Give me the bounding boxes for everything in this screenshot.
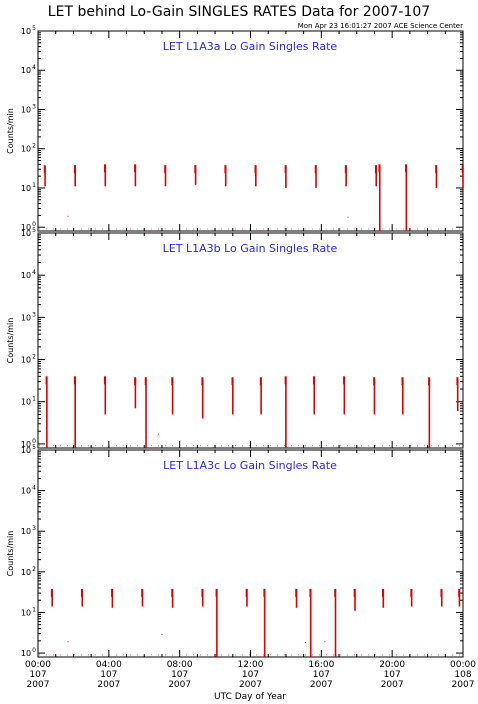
y-axis-label: Counts/min xyxy=(6,318,15,364)
x-tick-label-time: 00:00 xyxy=(25,660,51,670)
y-tick-label: 10 xyxy=(21,313,31,322)
y-tick-label: 10 xyxy=(21,229,31,238)
y-tick-exponent: 5 xyxy=(32,444,36,451)
panel-title: LET L1A3a Lo Gain Singles Rate xyxy=(163,40,338,53)
data-point xyxy=(304,642,306,644)
x-tick-label-time: 08:00 xyxy=(167,660,193,670)
x-tick-label-day: 107 xyxy=(29,670,46,680)
y-tick-exponent: 4 xyxy=(32,485,36,492)
y-tick-label: 10 xyxy=(21,271,31,280)
y-tick-exponent: 5 xyxy=(32,25,36,32)
x-tick-label-year: 2007 xyxy=(310,680,333,690)
y-tick-label: 10 xyxy=(21,440,31,449)
y-tick-label: 10 xyxy=(21,356,31,365)
y-tick-exponent: 3 xyxy=(32,311,36,318)
x-tick-label-time: 00:00 xyxy=(450,660,476,670)
data-point xyxy=(324,641,326,643)
x-tick-label-year: 2007 xyxy=(381,680,404,690)
x-tick-label-time: 12:00 xyxy=(238,660,264,670)
y-tick-exponent: 2 xyxy=(32,354,36,361)
y-tick-label: 10 xyxy=(21,446,31,455)
x-tick-label-year: 2007 xyxy=(97,680,120,690)
panel-title: LET L1A3b Lo Gain Singles Rate xyxy=(163,242,338,255)
x-tick-label-year: 2007 xyxy=(168,680,191,690)
y-axis-label: Counts/min xyxy=(6,108,15,154)
timestamp: Mon Apr 23 16:01:27 2007 ACE Science Cen… xyxy=(298,22,463,30)
y-tick-exponent: 4 xyxy=(32,64,36,71)
x-tick-label-time: 16:00 xyxy=(308,660,334,670)
data-point xyxy=(67,641,69,643)
plot-frame xyxy=(37,30,464,232)
x-axis-label: UTC Day of Year xyxy=(214,692,286,702)
x-tick-label-year: 2007 xyxy=(27,680,50,690)
x-tick-label-time: 04:00 xyxy=(96,660,122,670)
y-tick-label: 10 xyxy=(21,608,31,617)
y-tick-label: 10 xyxy=(21,568,31,577)
y-tick-exponent: 1 xyxy=(32,396,36,403)
x-tick-label-day: 107 xyxy=(384,670,401,680)
data-point xyxy=(347,216,349,218)
y-tick-label: 10 xyxy=(21,223,31,232)
y-tick-label: 10 xyxy=(21,649,31,658)
y-tick-exponent: 0 xyxy=(32,438,36,445)
y-tick-exponent: 3 xyxy=(32,525,36,532)
x-axis-labels: 00:00107200704:00107200708:00107200712:0… xyxy=(25,660,476,690)
x-tick-label-day: 107 xyxy=(242,670,259,680)
chart-title: LET behind Lo-Gain SINGLES RATES Data fo… xyxy=(48,4,430,20)
y-tick-label: 10 xyxy=(21,66,31,75)
y-tick-exponent: 1 xyxy=(32,606,36,613)
y-axis-label: Counts/min xyxy=(6,531,15,577)
data-point xyxy=(157,433,159,435)
panel-title: LET L1A3c Lo Gain Singles Rate xyxy=(163,459,337,472)
y-tick-exponent: 0 xyxy=(32,221,36,228)
x-tick-label-day: 107 xyxy=(171,670,188,680)
x-tick-label-day: 107 xyxy=(100,670,117,680)
y-tick-exponent: 2 xyxy=(32,143,36,150)
data-point xyxy=(67,215,69,217)
y-tick-label: 10 xyxy=(21,487,31,496)
y-tick-exponent: 0 xyxy=(32,647,36,654)
plot-frame xyxy=(37,232,464,449)
y-tick-label: 10 xyxy=(21,398,31,407)
x-tick-label-year: 2007 xyxy=(239,680,262,690)
x-tick-label-year: 2007 xyxy=(452,680,475,690)
y-tick-label: 10 xyxy=(21,527,31,536)
plot-frame xyxy=(37,449,464,658)
y-tick-exponent: 5 xyxy=(32,227,36,234)
y-tick-exponent: 4 xyxy=(32,269,36,276)
y-tick-label: 10 xyxy=(21,105,31,114)
x-tick-label-time: 20:00 xyxy=(379,660,405,670)
x-tick-label-day: 107 xyxy=(313,670,330,680)
x-tick-label-day: 108 xyxy=(454,670,471,680)
y-tick-label: 10 xyxy=(21,27,31,36)
y-tick-exponent: 3 xyxy=(32,103,36,110)
y-tick-label: 10 xyxy=(21,145,31,154)
y-tick-exponent: 1 xyxy=(32,182,36,189)
y-tick-label: 10 xyxy=(21,184,31,193)
data-point xyxy=(161,633,163,635)
y-tick-exponent: 2 xyxy=(32,566,36,573)
